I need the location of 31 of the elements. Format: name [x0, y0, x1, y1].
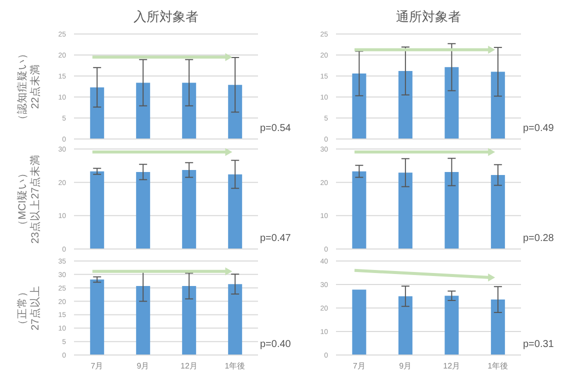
y-axis-title: （MCI疑い） 23点以上27点未満	[16, 154, 42, 244]
x-tick-label: 7月	[90, 362, 104, 371]
bar	[398, 70, 412, 139]
bar	[136, 286, 150, 355]
chart-title: 通所対象者	[395, 8, 462, 26]
x-tick-label: 7月	[352, 362, 366, 371]
bar	[90, 280, 104, 355]
text: p=0.31	[523, 339, 554, 350]
text: p=0.49	[523, 123, 554, 134]
x-tick-label: 12月	[443, 362, 460, 371]
chart-title: 入所対象者	[132, 8, 200, 26]
bar	[228, 284, 242, 355]
text: p=0.28	[523, 233, 554, 244]
x-tick-label: 1年後	[224, 362, 246, 371]
bar	[444, 67, 459, 139]
x-tick-label: 1年後	[488, 362, 508, 371]
x-tick-label: 9月	[136, 362, 150, 371]
bar	[490, 72, 505, 139]
bar	[352, 73, 366, 139]
bar	[182, 286, 196, 355]
y-axis-title: （正常） 27点以上	[16, 286, 42, 330]
bar	[352, 290, 366, 355]
bar	[398, 296, 412, 355]
y-axis-title: （認知症疑い） 22点未満	[16, 48, 42, 125]
text: p=0.54	[260, 123, 291, 134]
bar	[444, 296, 459, 355]
text: p=0.40	[260, 339, 291, 350]
bar	[490, 300, 505, 355]
x-tick-label: 9月	[399, 362, 412, 371]
text: p=0.47	[260, 233, 291, 244]
x-tick-label: 12月	[180, 362, 198, 371]
